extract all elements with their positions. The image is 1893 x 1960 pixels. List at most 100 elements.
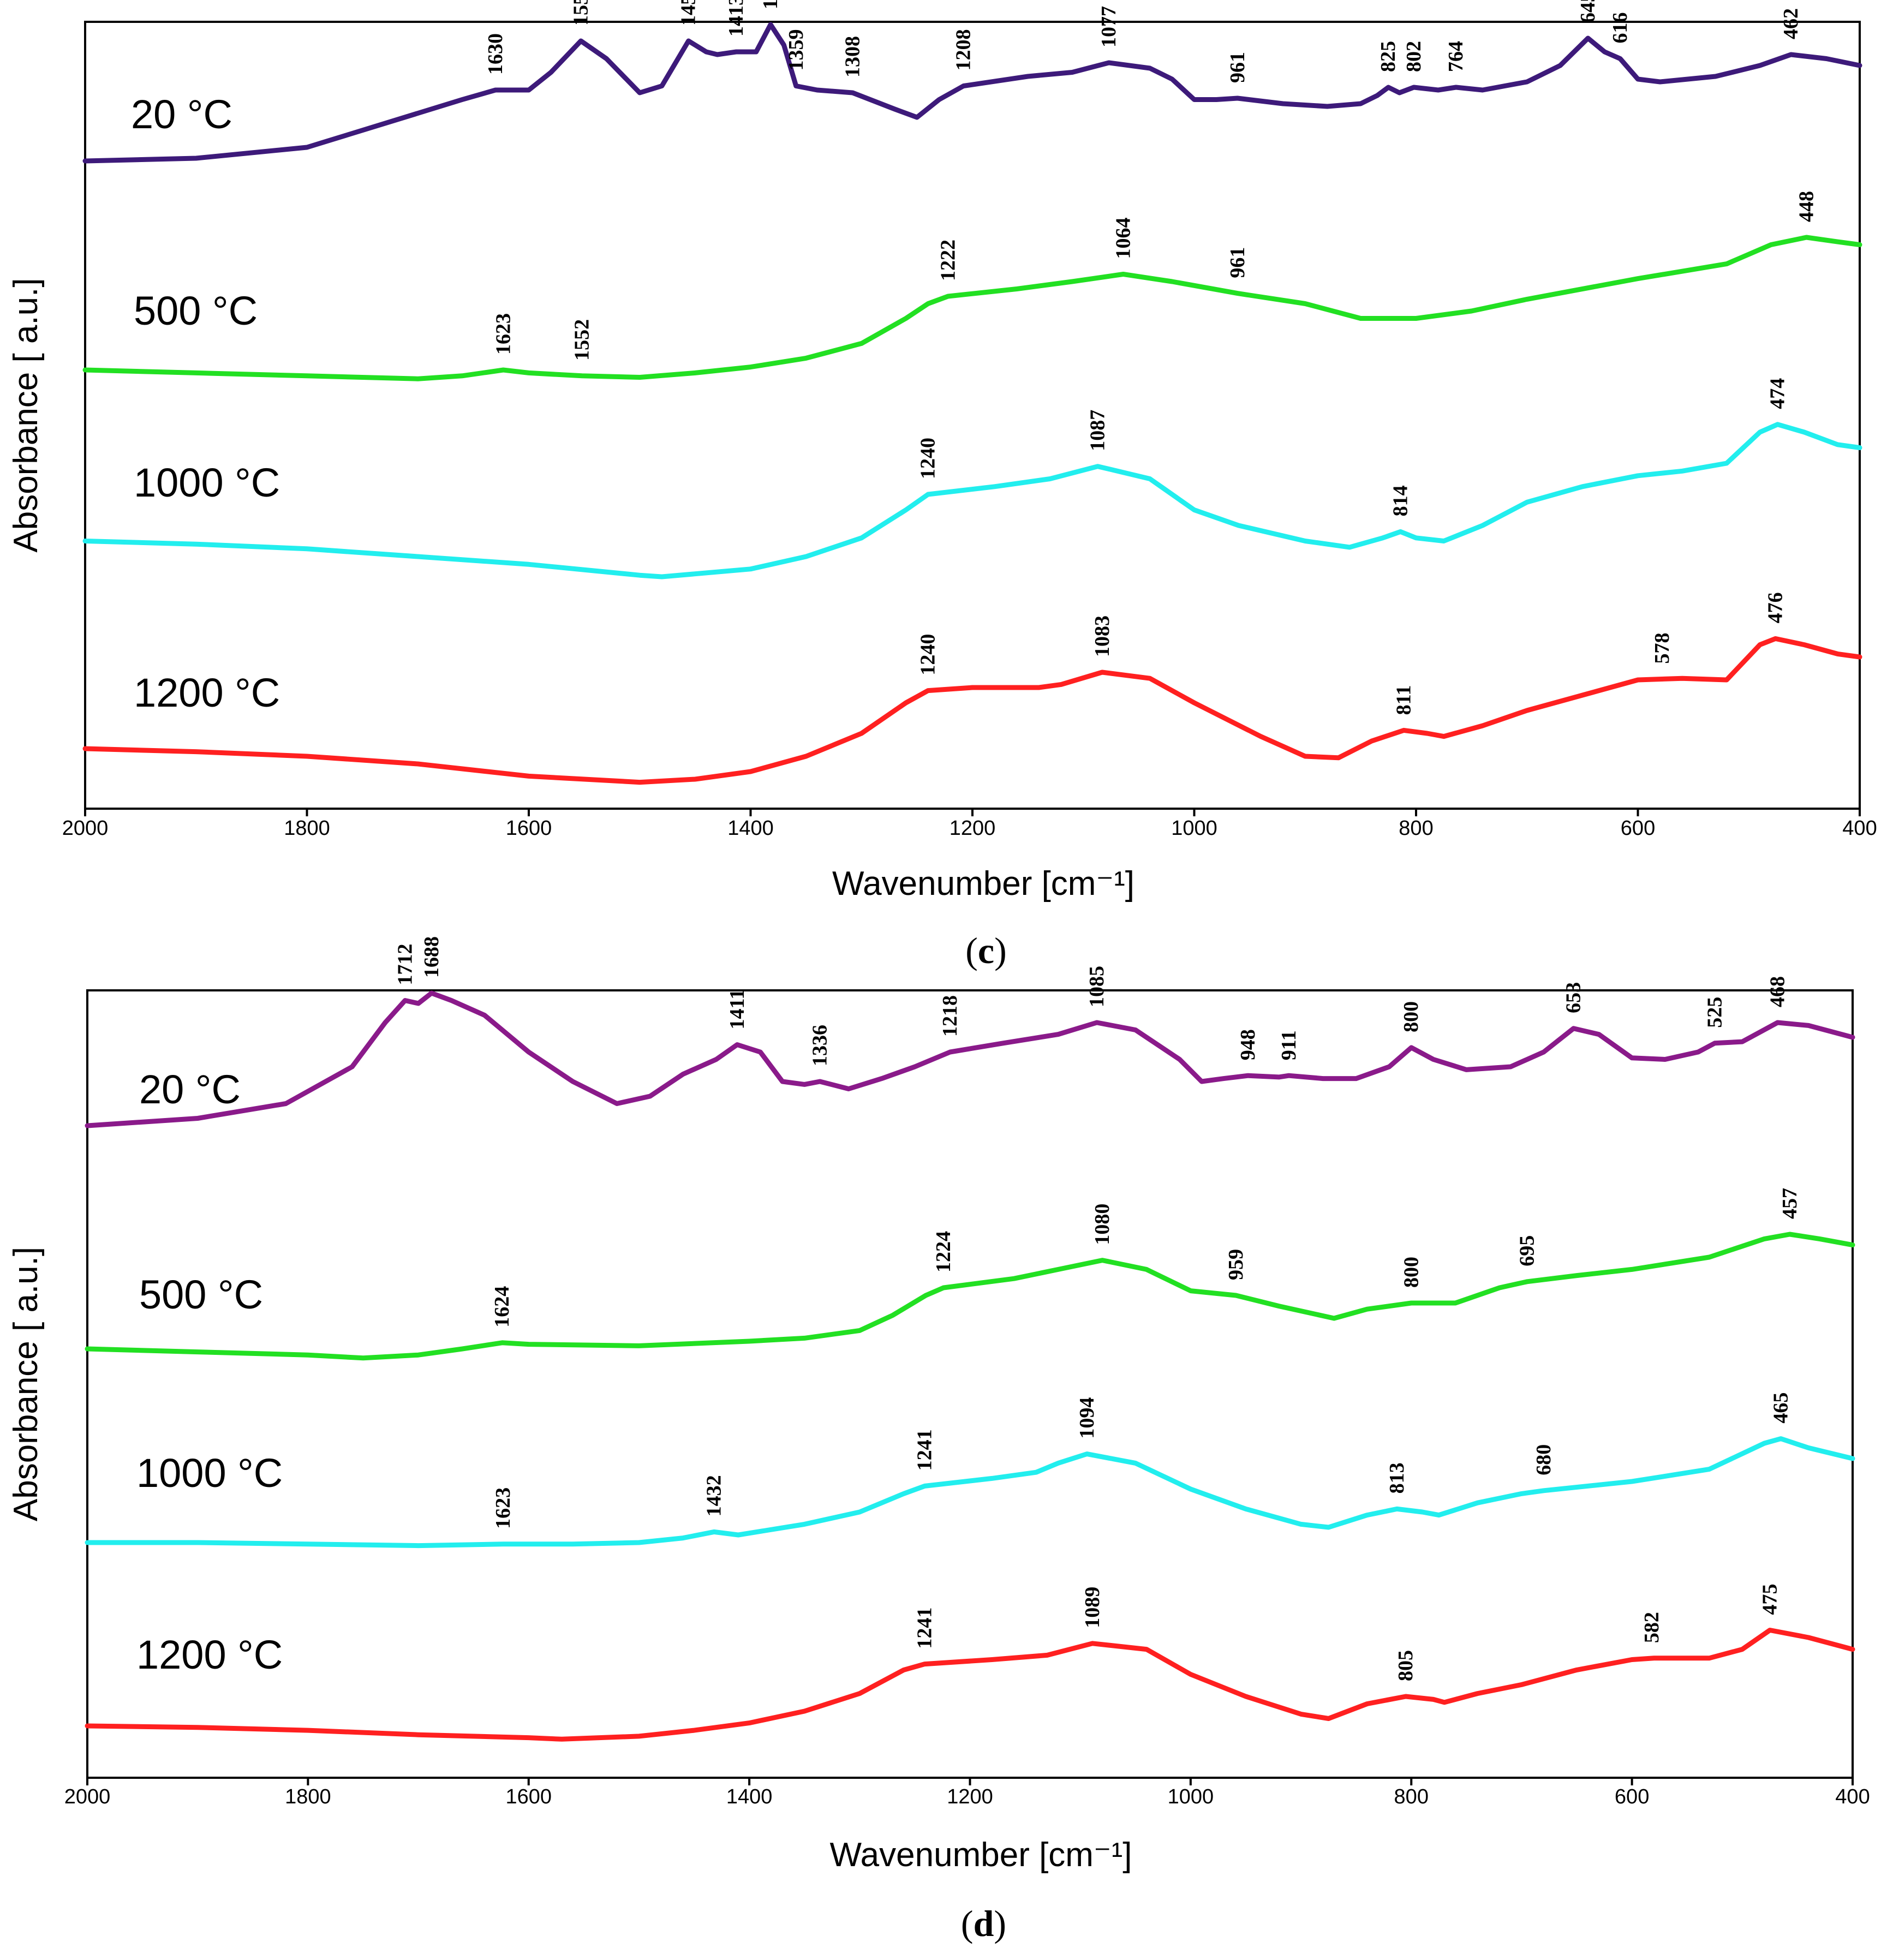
peak-label: 462 — [1779, 8, 1802, 39]
x-tick-label: 600 — [1615, 1785, 1649, 1808]
x-tick-label: 2000 — [64, 1785, 111, 1808]
peak-label: 1688 — [420, 936, 443, 978]
series-line-500c — [85, 1232, 1855, 1361]
peak-label: 1089 — [1081, 1587, 1104, 1628]
peak-label: 695 — [1516, 1235, 1539, 1266]
y-axis-title: Absorbance [ a.u.] — [7, 278, 45, 552]
peak-label: 948 — [1237, 1029, 1259, 1060]
peak-label: 811 — [1393, 685, 1416, 715]
y-axis-title: Absorbance [ a.u.] — [7, 1247, 45, 1521]
peak-label: 814 — [1389, 485, 1412, 516]
series-line-500c — [82, 235, 1862, 381]
x-tick-label: 400 — [1842, 817, 1877, 840]
peak-label: 468 — [1766, 976, 1789, 1007]
peak-label: 578 — [1651, 632, 1674, 664]
peak-label: 813 — [1386, 1462, 1408, 1493]
series-label: 500 °C — [134, 288, 258, 333]
x-tick-label: 400 — [1835, 1785, 1870, 1808]
peak-label: 1630 — [484, 33, 507, 75]
x-axis-title: Wavenumber [cm⁻¹] — [832, 865, 1134, 903]
x-tick-label: 1800 — [285, 1785, 331, 1808]
x-tick-label: 2000 — [62, 817, 109, 840]
x-tick-label: 1200 — [950, 817, 996, 840]
x-tick-label: 1400 — [726, 1785, 773, 1808]
peak-label: 616 — [1609, 13, 1632, 44]
peak-label: 1241 — [913, 1429, 936, 1471]
peak-label: 1382 — [759, 0, 782, 9]
peak-label: 448 — [1795, 191, 1818, 222]
peak-label: 1087 — [1086, 410, 1109, 451]
x-tick-label: 800 — [1399, 817, 1433, 840]
peak-label: 1240 — [917, 634, 940, 676]
peak-label: 474 — [1766, 378, 1789, 409]
peak-label: 1241 — [913, 1608, 936, 1649]
x-tick-label: 1800 — [284, 817, 330, 840]
peak-label: 653 — [1562, 982, 1585, 1013]
peak-label: 1553 — [570, 0, 593, 26]
series-label: 20 °C — [131, 92, 232, 137]
x-tick-label: 1200 — [947, 1785, 993, 1808]
peak-label: 800 — [1400, 1001, 1423, 1032]
peak-label: 961 — [1226, 247, 1249, 278]
series-label: 1200 °C — [134, 670, 280, 715]
panel-caption-letter: c — [978, 930, 994, 971]
series-line-20c — [82, 22, 1862, 164]
peak-label: 525 — [1703, 997, 1726, 1028]
peak-label: 1552 — [571, 319, 594, 361]
peak-label: 1623 — [492, 1487, 515, 1529]
x-tick-label: 1000 — [1171, 817, 1217, 840]
peak-label: 1712 — [393, 944, 416, 985]
peak-label: 764 — [1444, 41, 1467, 72]
series-line-20c — [85, 990, 1855, 1128]
series-label: 1200 °C — [136, 1632, 283, 1677]
series-label: 500 °C — [139, 1272, 263, 1317]
peak-label: 1336 — [809, 1025, 832, 1066]
x-tick-label: 800 — [1394, 1785, 1429, 1808]
x-axis-title: Wavenumber [cm⁻¹] — [829, 1836, 1132, 1874]
series-line-1000c — [85, 1436, 1855, 1549]
peak-label: 1456 — [677, 0, 700, 26]
panel-d: 2000 1800 1600 1400 1200 1000 800 600 400 Wavenum… — [7, 936, 1870, 1944]
peak-label: 645 — [1576, 0, 1599, 23]
peak-label: 457 — [1778, 1188, 1801, 1219]
peak-label: 582 — [1640, 1612, 1663, 1643]
series-line-1200c — [82, 636, 1862, 785]
series-line-1000c — [82, 422, 1862, 579]
panel-caption: (d) — [961, 1903, 1006, 1944]
peak-label: 1085 — [1085, 966, 1108, 1007]
peak-label: 961 — [1226, 52, 1249, 83]
panel-caption-letter: d — [974, 1903, 994, 1944]
peak-label: 1224 — [932, 1231, 955, 1272]
series-label: 1000 °C — [136, 1450, 283, 1496]
peak-label: 800 — [1400, 1257, 1423, 1288]
x-tick-label: 600 — [1621, 817, 1655, 840]
x-tick-label: 1600 — [506, 817, 552, 840]
peak-label: 1623 — [492, 313, 515, 355]
panel-caption: (c) — [965, 930, 1007, 971]
series-label: 20 °C — [139, 1067, 241, 1112]
peak-label: 1218 — [939, 995, 962, 1037]
peak-label: 1240 — [917, 438, 940, 479]
panel-c: 2000 1800 1600 1400 1200 1000 800 600 400 Wavenum… — [7, 0, 1877, 971]
peak-label: 1308 — [841, 36, 864, 77]
x-tick-label: 1400 — [727, 817, 774, 840]
peak-label: 1411 — [726, 989, 749, 1030]
peak-label: 959 — [1225, 1249, 1247, 1280]
peak-label: 1432 — [702, 1475, 725, 1516]
peak-label: 1077 — [1097, 6, 1120, 47]
series-line-1200c — [85, 1628, 1855, 1742]
peak-label: 1080 — [1091, 1204, 1114, 1245]
peak-label: 1222 — [936, 240, 959, 281]
x-tick-label: 1600 — [505, 1785, 552, 1808]
peak-label: 825 — [1377, 41, 1400, 72]
peak-label: 680 — [1532, 1444, 1555, 1475]
peak-label: 1083 — [1091, 616, 1114, 657]
series-label: 1000 °C — [134, 460, 280, 505]
peak-label: 465 — [1770, 1393, 1793, 1424]
peak-label: 476 — [1764, 592, 1787, 623]
peak-label: 1359 — [785, 29, 808, 71]
peak-label: 911 — [1277, 1030, 1300, 1060]
x-tick-label: 1000 — [1168, 1785, 1214, 1808]
peak-label: 802 — [1402, 41, 1425, 72]
